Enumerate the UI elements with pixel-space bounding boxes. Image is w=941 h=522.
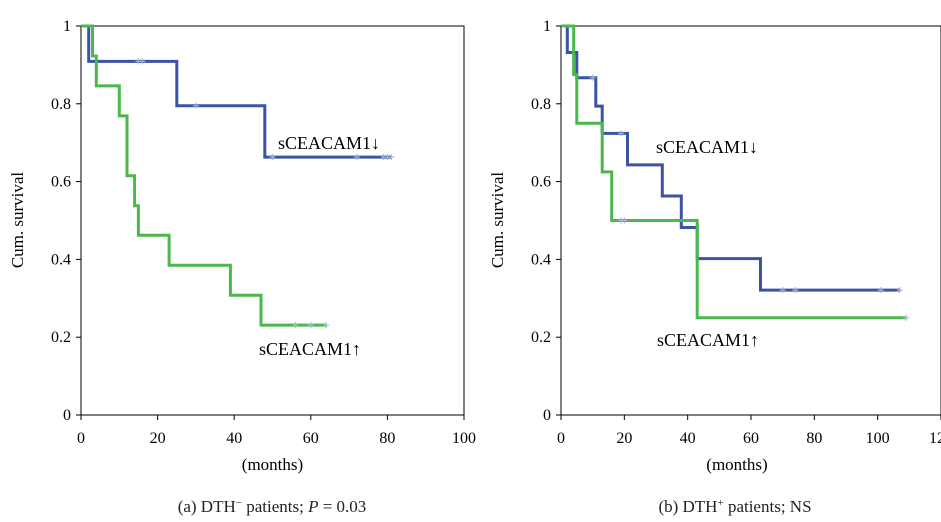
y-tick-label: 0.8 bbox=[51, 96, 71, 113]
plot-frame bbox=[80, 25, 465, 416]
series-line-high bbox=[561, 24, 907, 320]
y-tick-label: 0.6 bbox=[51, 174, 71, 191]
y-tick-label: 1 bbox=[63, 18, 71, 35]
x-tick-label: 100 bbox=[866, 430, 890, 447]
series-label-high: sCEACAM1↑ bbox=[657, 330, 759, 350]
series-line-high bbox=[81, 24, 327, 327]
x-tick-label: 20 bbox=[150, 430, 166, 447]
panel-caption: (b) DTH+ patients; NS bbox=[658, 497, 811, 516]
x-tick-label: 0 bbox=[557, 430, 565, 447]
x-tick-label: 80 bbox=[379, 430, 395, 447]
series-line-low bbox=[561, 24, 900, 292]
x-tick-label: 20 bbox=[616, 430, 632, 447]
series-label-low: sCEACAM1↓ bbox=[278, 133, 380, 153]
x-tick-label: 60 bbox=[743, 430, 759, 447]
x-tick-label: 40 bbox=[226, 430, 242, 447]
x-tick-label: 100 bbox=[452, 430, 476, 447]
chart-panel-a: 0 20 40 60 80 100 0 0.2 0.4 0.6 0.8 1 (months) Cum. s… bbox=[8, 18, 476, 516]
y-tick-label: 0.2 bbox=[51, 329, 71, 346]
y-axis-label: Cum. survival bbox=[8, 172, 27, 269]
series-label-high: sCEACAM1↑ bbox=[259, 339, 361, 359]
x-tick-label: 0 bbox=[77, 430, 85, 447]
y-tick-label: 0.4 bbox=[51, 251, 71, 268]
y-tick-label: 0.6 bbox=[531, 174, 551, 191]
x-axis-label: (months) bbox=[706, 455, 767, 474]
y-tick-label: 0 bbox=[63, 407, 71, 424]
chart-panel-b: 0 20 40 60 80 100 120 0 0.2 0.4 0.6 0.8 1 (months) Cum… bbox=[488, 18, 941, 516]
y-tick-label: 0.8 bbox=[531, 96, 551, 113]
x-tick-label: 60 bbox=[303, 430, 319, 447]
series-label-low: sCEACAM1↓ bbox=[656, 137, 758, 157]
x-tick-label: 40 bbox=[680, 430, 696, 447]
y-tick-label: 0 bbox=[543, 407, 551, 424]
y-tick-label: 0.4 bbox=[531, 251, 551, 268]
x-tick-label: 80 bbox=[806, 430, 822, 447]
y-tick-label: 0.2 bbox=[531, 329, 551, 346]
y-axis-label: Cum. survival bbox=[488, 172, 507, 269]
x-axis-label: (months) bbox=[242, 455, 303, 474]
x-tick-label: 120 bbox=[929, 430, 941, 447]
y-tick-label: 1 bbox=[543, 18, 551, 35]
series-line-low bbox=[81, 24, 392, 159]
panel-caption: (a) DTH− patients; P = 0.03 bbox=[178, 497, 367, 516]
